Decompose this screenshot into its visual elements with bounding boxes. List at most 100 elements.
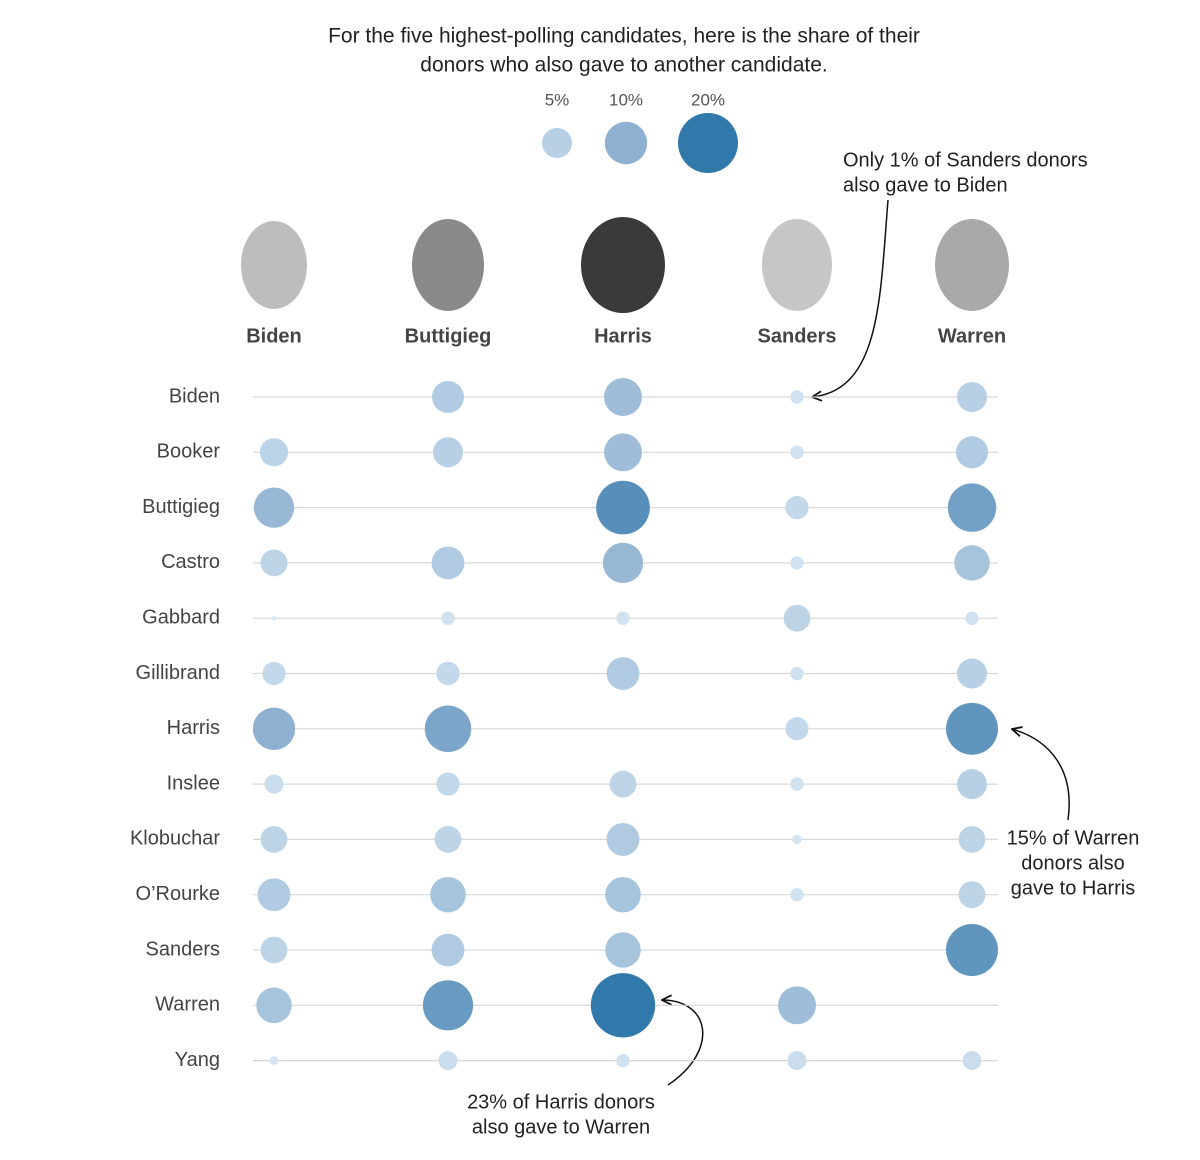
- bubble: [422, 980, 474, 1031]
- row-label: Yang: [175, 1049, 220, 1071]
- portrait: [935, 219, 1009, 311]
- portrait: [762, 219, 832, 311]
- bubble: [259, 438, 289, 467]
- bubble: [436, 661, 460, 686]
- bubble: [790, 777, 804, 791]
- bubble: [257, 878, 291, 912]
- legend-label: 10%: [609, 90, 643, 109]
- column-label: Buttigieg: [405, 325, 492, 347]
- bubble: [790, 445, 804, 460]
- bubble: [947, 483, 997, 532]
- bubble: [605, 932, 641, 968]
- bubble: [783, 604, 811, 632]
- bubble: [434, 825, 462, 853]
- column-label: Harris: [594, 325, 652, 347]
- annotation: gave to Harris: [1011, 877, 1136, 899]
- annotation: also gave to Biden: [843, 174, 1008, 196]
- bubble: [430, 876, 466, 913]
- bubble: [424, 705, 472, 753]
- bubble: [604, 433, 642, 472]
- bubble: [790, 390, 804, 404]
- row-label: O’Rourke: [136, 883, 220, 905]
- bubble: [957, 769, 987, 800]
- bubble: [790, 666, 804, 681]
- bubble: [606, 657, 640, 690]
- bubble: [965, 611, 979, 625]
- arrow: [662, 1000, 704, 1086]
- annotation: Only 1% of Sanders donors: [843, 149, 1088, 171]
- bubble: [787, 1051, 807, 1071]
- bubble: [264, 774, 284, 794]
- row-label: Castro: [161, 551, 220, 573]
- bubble: [431, 380, 465, 414]
- bubble: [256, 987, 292, 1024]
- bubble: [957, 658, 987, 689]
- bubble: [438, 1051, 458, 1071]
- bubble: [271, 616, 277, 621]
- bubble: [957, 382, 987, 412]
- bubble: [604, 378, 642, 416]
- annotation: 15% of Warren: [1007, 827, 1140, 849]
- bubble: [436, 772, 460, 796]
- arrow: [1012, 729, 1070, 821]
- portrait: [581, 217, 665, 313]
- bubble: [431, 933, 465, 967]
- bubble: [431, 546, 465, 580]
- row-label: Harris: [167, 717, 220, 739]
- bubble: [785, 495, 809, 520]
- chart-title: For the five highest-polling candidates,…: [328, 25, 920, 48]
- bubble: [946, 702, 998, 755]
- annotation-arrows: [662, 199, 1070, 1086]
- bubble: [790, 556, 804, 570]
- legend-bubble: [604, 121, 648, 165]
- bubble: [590, 973, 656, 1038]
- bubble: [955, 436, 989, 469]
- bubble: [441, 611, 455, 625]
- row-label: Biden: [169, 385, 220, 407]
- column-label: Biden: [246, 325, 302, 347]
- annotation: 23% of Harris donors: [467, 1091, 655, 1113]
- portraits: [241, 217, 1009, 313]
- legend-label: 20%: [691, 90, 725, 109]
- bubble: [609, 770, 637, 798]
- row-label: Gillibrand: [136, 662, 220, 684]
- bubble: [606, 822, 640, 856]
- legend-bubble: [678, 113, 738, 173]
- bubble: [260, 549, 288, 577]
- row-label: Buttigieg: [142, 496, 220, 518]
- bubble: [260, 825, 288, 853]
- portrait: [412, 219, 484, 311]
- bubble: [252, 707, 296, 751]
- bubble: [958, 881, 986, 909]
- bubble: [253, 487, 295, 528]
- legend-label: 5%: [545, 90, 570, 109]
- annotation: also gave to Warren: [472, 1116, 650, 1138]
- arrow: [812, 199, 889, 397]
- bubble: [962, 1051, 982, 1071]
- portrait: [241, 221, 307, 309]
- bubble: [616, 611, 630, 625]
- bubble: [616, 1053, 630, 1068]
- bubble: [262, 661, 286, 686]
- bubble: [954, 545, 990, 581]
- annotation: donors also: [1021, 852, 1124, 874]
- legend-bubble: [542, 128, 572, 158]
- column-label: Warren: [938, 325, 1006, 347]
- row-label: Warren: [155, 994, 220, 1016]
- bubble: [778, 986, 816, 1025]
- row-label: Klobuchar: [130, 828, 220, 850]
- bubble: [958, 825, 986, 853]
- bubble: [602, 542, 644, 584]
- bubble: [433, 437, 463, 468]
- row-label: Sanders: [146, 938, 221, 960]
- chart-title: donors who also gave to another candidat…: [420, 54, 827, 77]
- bubble: [260, 936, 288, 964]
- bubble: [946, 924, 998, 976]
- bubble: [596, 480, 650, 535]
- bubble: [785, 717, 809, 741]
- row-label: Gabbard: [142, 606, 220, 628]
- bubble: [792, 834, 802, 845]
- bubble: [790, 887, 804, 902]
- bubble: [269, 1056, 279, 1065]
